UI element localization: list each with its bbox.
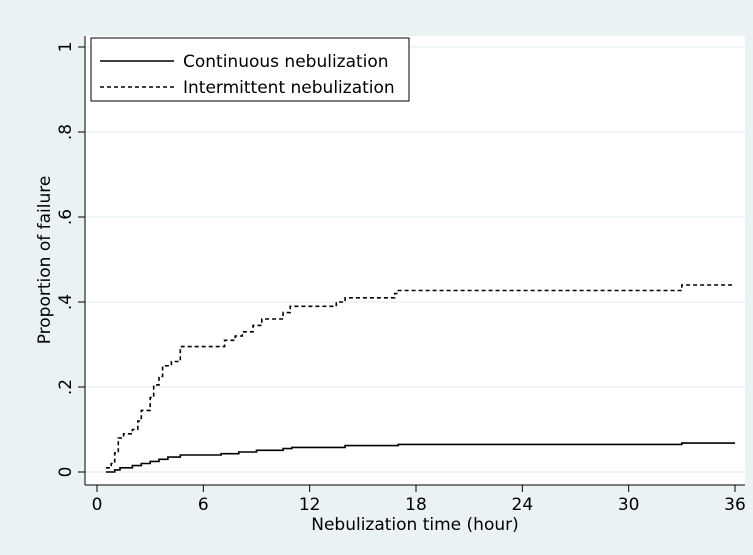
x-tick-label: 6 [198,495,209,515]
x-tick-label: 36 [724,495,746,515]
series-line-continuous [105,442,735,473]
legend-label-continuous: Continuous nebulization [183,52,389,72]
x-tick-label: 18 [405,495,427,515]
legend-box [90,37,410,102]
axes: 0 .2 .4 .6 .8 1 0 6 12 18 24 30 36 [56,36,746,515]
series-lines [105,284,735,473]
legend-label-intermittent: Intermittent nebulization [183,78,395,98]
legend: Continuous nebulization Intermittent neb… [90,37,410,102]
series-line-intermittent [105,284,735,469]
y-tick-label: 0 [56,467,76,478]
y-tick-label: .4 [56,294,76,310]
x-axis-title: Nebulization time (hour) [311,515,519,535]
y-tick-label: 1 [56,42,76,53]
y-axis-title: Proportion of failure [35,176,55,345]
x-tick-label: 24 [512,495,534,515]
y-tick-label: .2 [56,379,76,395]
plot-area [85,36,745,485]
y-tick-label: .8 [56,124,76,140]
y-tick-label: .6 [56,209,76,225]
x-tick-label: 30 [618,495,640,515]
x-tick-label: 0 [92,495,103,515]
x-tick-label: 12 [299,495,321,515]
